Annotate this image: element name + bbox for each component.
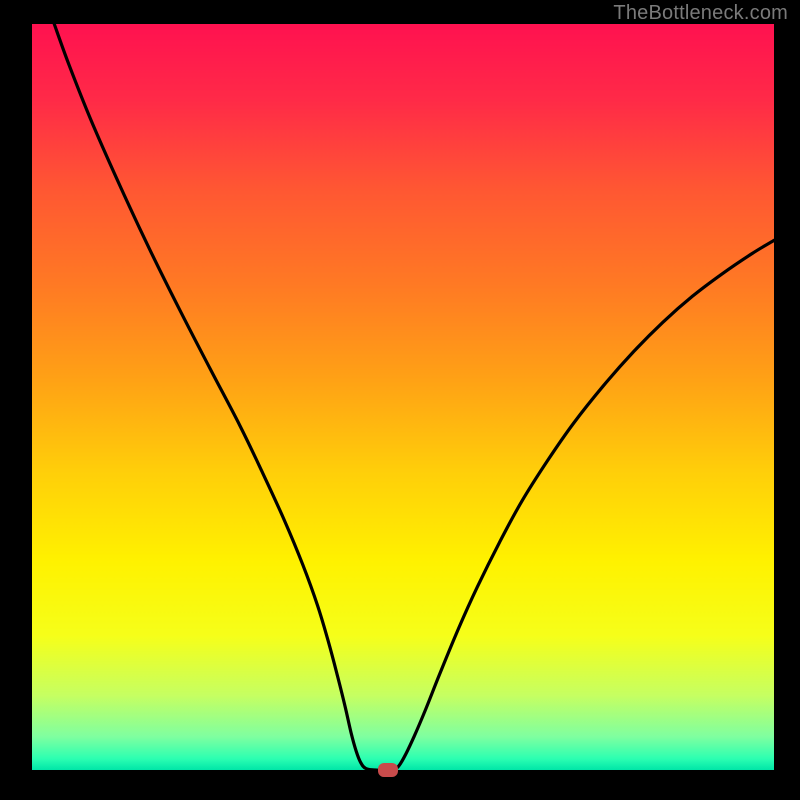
minimum-marker [378, 763, 398, 777]
watermark-text: TheBottleneck.com [613, 2, 788, 25]
gradient-plot-area [32, 24, 774, 770]
chart-frame: TheBottleneck.com [0, 0, 800, 800]
